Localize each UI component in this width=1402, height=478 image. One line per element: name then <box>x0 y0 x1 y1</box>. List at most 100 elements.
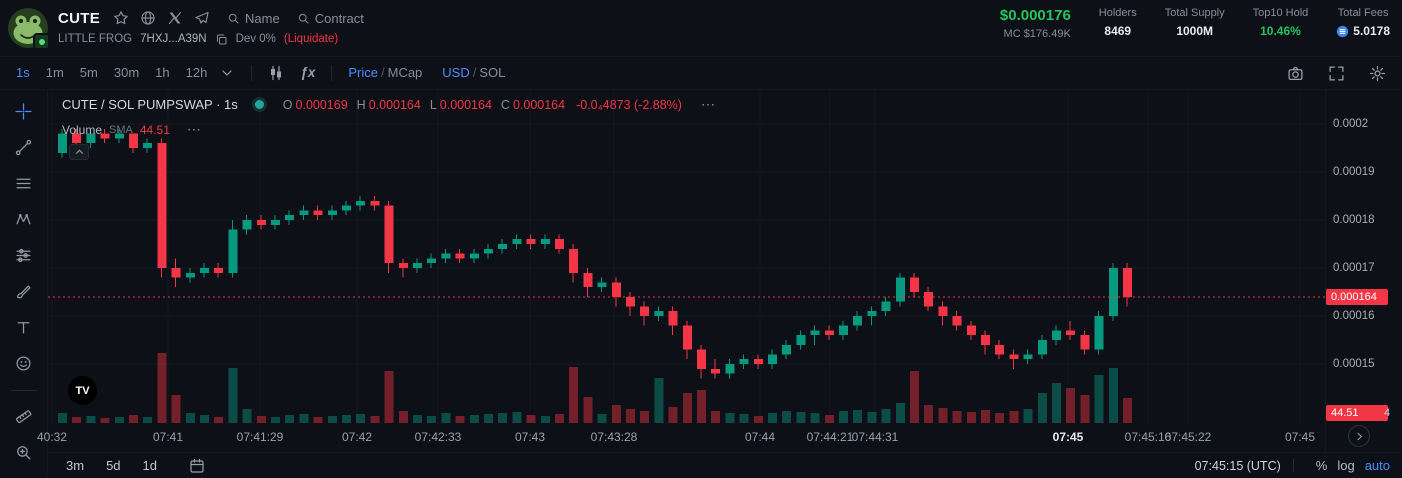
screenshot-icon[interactable] <box>1283 63 1308 84</box>
token-avatar[interactable] <box>8 8 50 50</box>
open-label: O <box>282 97 293 112</box>
time-axis-label: 07:43:28 <box>590 430 638 444</box>
sma-label: SMA <box>109 123 133 136</box>
close-label: C <box>500 97 510 112</box>
tradingview-logo[interactable]: TV <box>68 376 97 405</box>
low-label: L <box>429 97 437 112</box>
chart-type-icon[interactable] <box>264 63 288 83</box>
sliders-tool-icon[interactable] <box>7 238 41 272</box>
timeframe-1m[interactable]: 1m <box>45 65 64 80</box>
crosshair-tool-icon[interactable] <box>7 94 41 128</box>
search-icon <box>227 12 240 25</box>
timeframe-30m[interactable]: 30m <box>113 65 140 80</box>
chart-bottom-bar: 3m 5d 1d 07:45:15 (UTC) % log auto <box>48 452 1402 478</box>
divider <box>251 64 253 81</box>
candlestick-plot[interactable] <box>48 90 1325 424</box>
log-scale-button[interactable]: log <box>1337 458 1355 473</box>
timeframe-5m[interactable]: 5m <box>79 65 98 80</box>
topbar: CUTE Name Contract LITTLE FROG 7HXJ...A3… <box>0 0 1402 57</box>
stat-total-fees: Total Fees 5.0178 <box>1336 7 1390 38</box>
percent-scale-button[interactable]: % <box>1315 458 1328 473</box>
contract-address[interactable]: 7HXJ...A39N <box>140 33 207 45</box>
range-5d[interactable]: 5d <box>106 458 121 473</box>
trend-line-tool-icon[interactable] <box>7 130 41 164</box>
go-to-date-icon[interactable] <box>189 458 205 474</box>
sol-toggle[interactable]: SOL <box>479 65 506 80</box>
time-axis[interactable]: 40:32 07:41 07:41:29 07:42 07:42:33 07:43 07:4… <box>37 424 1325 452</box>
collapse-legend-button[interactable] <box>69 144 89 160</box>
time-axis-label: 07:44:31 <box>851 430 899 444</box>
price-axis-label: 0.00015 <box>1333 358 1375 370</box>
time-axis-label: 07:44 <box>744 430 776 444</box>
time-axis-label: 40:32 <box>36 430 68 444</box>
copy-address-icon[interactable] <box>215 33 228 46</box>
low-value: 0.000164 <box>439 97 492 112</box>
market-cap: MC $176.49K <box>1003 28 1071 40</box>
token-title-row: CUTE Name Contract <box>58 8 364 28</box>
volume-more-icon[interactable]: ⋯ <box>186 121 202 137</box>
dev-holding: Dev 0% <box>235 33 276 45</box>
search-by-name[interactable]: Name <box>227 11 280 26</box>
token-price: $0.000176 <box>999 7 1071 24</box>
token-name: LITTLE FROG <box>58 33 133 45</box>
session-clock[interactable]: 07:45:15 (UTC) <box>1194 458 1281 473</box>
telegram-icon[interactable] <box>194 10 210 26</box>
timeframe-1s[interactable]: 1s <box>16 65 30 80</box>
indicators-icon[interactable]: ƒx <box>300 65 316 80</box>
search-icon <box>297 12 310 25</box>
zoom-tool-icon[interactable] <box>7 435 41 469</box>
change-value: -0.0₄4873 (-2.88%) <box>576 97 682 112</box>
drawing-toolbar <box>0 90 48 478</box>
xabcd-pattern-tool-icon[interactable] <box>7 202 41 236</box>
usd-toggle[interactable]: USD <box>442 65 470 80</box>
favorite-star-icon[interactable] <box>113 10 129 26</box>
text-tool-icon[interactable] <box>7 310 41 344</box>
chart-legend: CUTE / SOL PUMPSWAP · 1s O 0.000169 H 0.… <box>62 96 716 113</box>
search-name-label: Name <box>245 10 280 26</box>
brush-tool-icon[interactable] <box>7 274 41 308</box>
high-label: H <box>356 97 366 112</box>
time-axis-label: 07:41 <box>152 430 184 444</box>
liquidate-status: (Liquidate) <box>283 33 339 45</box>
twitter-icon[interactable] <box>167 10 183 26</box>
price-axis-label: 0.00017 <box>1333 262 1375 274</box>
timeframe-12h[interactable]: 12h <box>185 65 208 80</box>
divider <box>331 64 333 81</box>
usd-sol-toggle: USD / SOL <box>442 65 506 80</box>
timeframe-1h[interactable]: 1h <box>155 65 170 80</box>
price-toggle[interactable]: Price <box>348 65 378 80</box>
tools-divider <box>10 390 37 391</box>
volume-sma-tag: 44.51 <box>1326 405 1388 421</box>
price-axis-label: 0.0002 <box>1333 118 1369 130</box>
time-axis-label: 07:41:29 <box>236 430 284 444</box>
stat-label: Total Fees <box>1337 7 1389 19</box>
settings-gear-icon[interactable] <box>1365 63 1390 84</box>
fib-retracement-tool-icon[interactable] <box>7 166 41 200</box>
auto-scale-button[interactable]: auto <box>1364 458 1390 473</box>
range-1d[interactable]: 1d <box>142 458 157 473</box>
timeframe-dropdown-icon[interactable] <box>215 63 239 83</box>
fullscreen-icon[interactable] <box>1324 63 1349 84</box>
stat-value: 10.46% <box>1260 24 1301 38</box>
stat-value: 5.0178 <box>1336 24 1390 38</box>
search-contract-label: Contract <box>314 10 364 26</box>
close-value: 0.000164 <box>512 97 566 112</box>
range-3m[interactable]: 3m <box>66 458 85 473</box>
mcap-toggle[interactable]: MCap <box>387 65 423 80</box>
search-by-contract[interactable]: Contract <box>297 11 364 26</box>
price-axis[interactable]: 0.000164 44.51 4 0.0002 0.00019 0.00018 0.0… <box>1325 90 1402 452</box>
time-axis-label: 07:42:33 <box>414 430 462 444</box>
stat-value: 8469 <box>1104 24 1132 38</box>
time-axis-label: 07:45 <box>1284 430 1316 444</box>
legend-more-icon[interactable]: ⋯ <box>700 96 716 112</box>
ruler-tool-icon[interactable] <box>7 399 41 433</box>
open-value: 0.000169 <box>295 97 348 112</box>
emoji-tool-icon[interactable] <box>7 346 41 380</box>
go-to-realtime-button[interactable] <box>1348 425 1370 447</box>
stat-label: Total Supply <box>1164 7 1225 19</box>
coin-icon <box>1336 25 1349 38</box>
chart-canvas[interactable] <box>48 90 1325 424</box>
time-axis-label: 07:45:22 <box>1164 430 1212 444</box>
website-icon[interactable] <box>140 10 156 26</box>
chart-toolbar: 1s 1m 5m 30m 1h 12h ƒx Price / MCap USD / SOL <box>0 56 1402 90</box>
